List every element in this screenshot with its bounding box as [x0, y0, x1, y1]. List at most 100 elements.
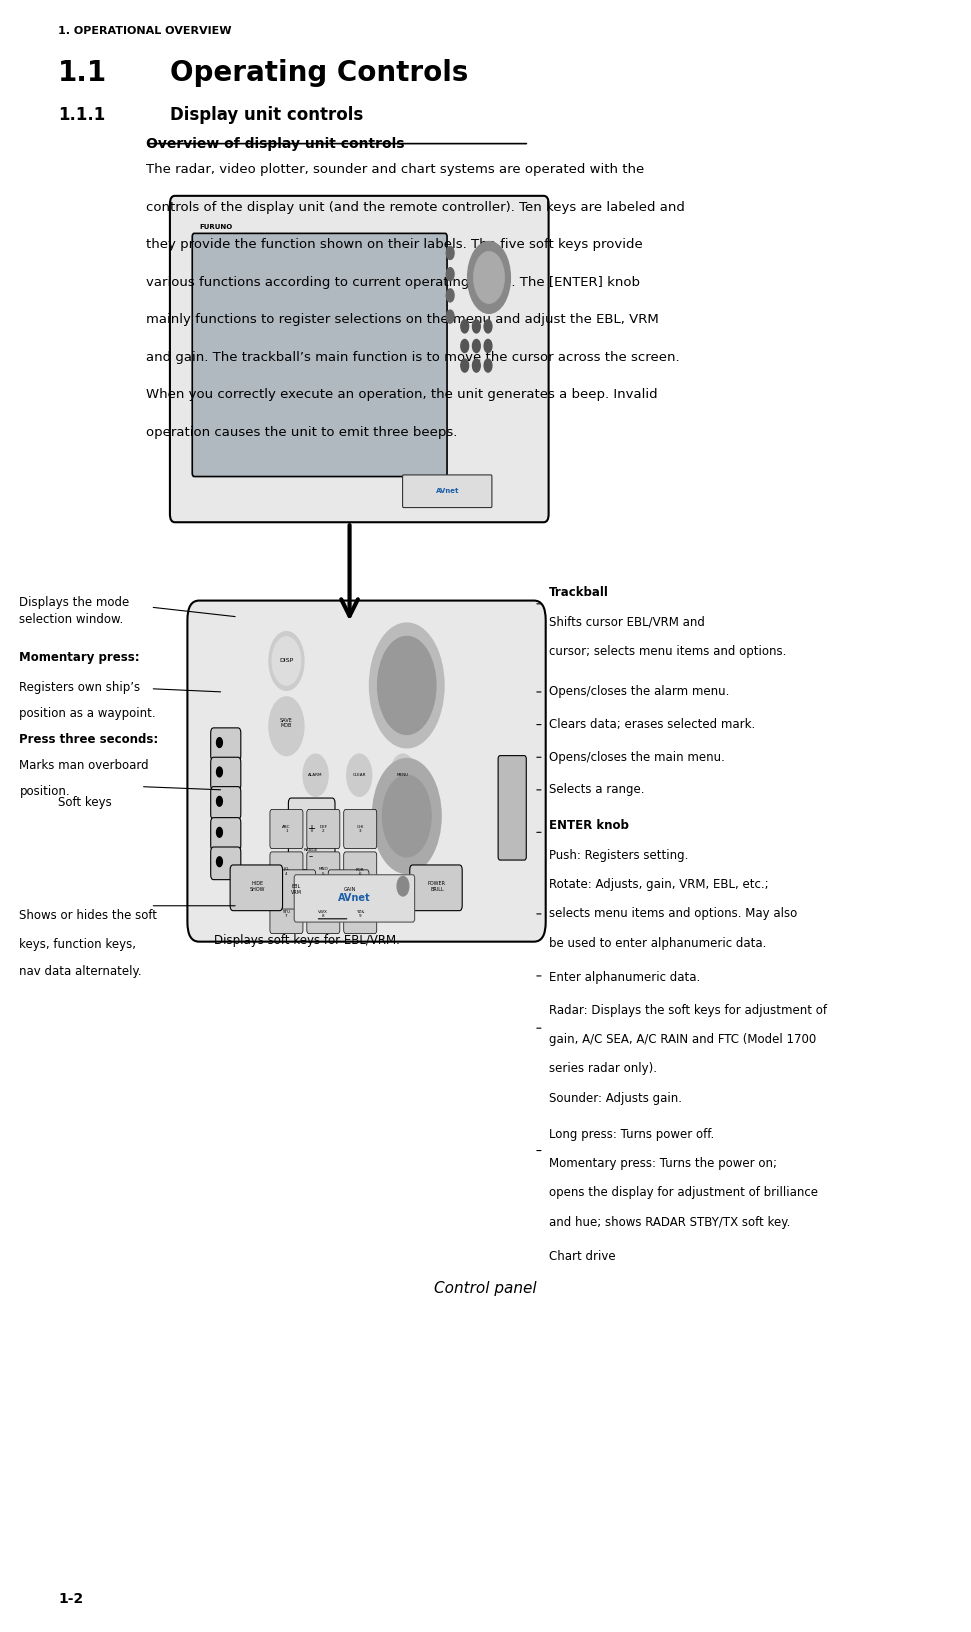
Text: ALARM: ALARM [309, 774, 322, 777]
Circle shape [217, 767, 222, 777]
Text: Displays the mode
selection window.: Displays the mode selection window. [19, 596, 130, 625]
Text: controls of the display unit (and the remote controller). Ten keys are labeled a: controls of the display unit (and the re… [146, 201, 685, 214]
Circle shape [269, 697, 304, 756]
Text: Momentary press:: Momentary press: [19, 651, 140, 664]
Text: Momentary press: Turns the power on;: Momentary press: Turns the power on; [549, 1157, 777, 1170]
Text: AVnet: AVnet [435, 488, 459, 494]
Text: YZ&
9: YZ& 9 [356, 909, 364, 919]
Text: FURUNO: FURUNO [199, 224, 232, 230]
Text: –: – [309, 852, 313, 862]
Text: position as a waypoint.: position as a waypoint. [19, 707, 156, 720]
FancyBboxPatch shape [344, 809, 377, 849]
Circle shape [447, 246, 454, 259]
Text: MNO
5: MNO 5 [318, 867, 328, 876]
Circle shape [485, 339, 492, 353]
Text: GAIN: GAIN [344, 886, 355, 893]
Text: selects menu items and options. May also: selects menu items and options. May also [549, 907, 797, 920]
Circle shape [461, 359, 469, 372]
Circle shape [347, 754, 372, 796]
Circle shape [485, 320, 492, 333]
Text: CLEAR: CLEAR [352, 774, 366, 777]
Circle shape [378, 636, 436, 734]
Circle shape [217, 827, 222, 837]
Text: keys, function keys,: keys, function keys, [19, 938, 136, 951]
FancyBboxPatch shape [211, 847, 241, 880]
Circle shape [217, 738, 222, 747]
Text: Push: Registers setting.: Push: Registers setting. [549, 849, 688, 862]
FancyBboxPatch shape [211, 818, 241, 850]
FancyBboxPatch shape [403, 475, 492, 508]
Circle shape [269, 632, 304, 690]
Text: mainly functions to register selections on the menu and adjust the EBL, VRM: mainly functions to register selections … [146, 313, 658, 326]
FancyBboxPatch shape [344, 894, 377, 934]
Text: The radar, video plotter, sounder and chart systems are operated with the: The radar, video plotter, sounder and ch… [146, 163, 644, 176]
Circle shape [373, 759, 441, 873]
Text: Selects a range.: Selects a range. [549, 783, 644, 796]
Text: Soft keys: Soft keys [58, 796, 112, 809]
FancyBboxPatch shape [270, 894, 303, 934]
Text: GHI
3: GHI 3 [356, 824, 364, 834]
Circle shape [390, 754, 416, 796]
Text: and gain. The trackball’s main function is to move the cursor across the screen.: and gain. The trackball’s main function … [146, 351, 680, 364]
Text: and hue; shows RADAR STBY/TX soft key.: and hue; shows RADAR STBY/TX soft key. [549, 1216, 790, 1229]
Text: Control panel: Control panel [434, 1281, 537, 1296]
FancyBboxPatch shape [170, 196, 549, 522]
Text: 1.1.1: 1.1.1 [58, 106, 106, 124]
Text: Opens/closes the main menu.: Opens/closes the main menu. [549, 751, 724, 764]
Circle shape [461, 320, 469, 333]
Text: JKL
4: JKL 4 [284, 867, 289, 876]
Circle shape [397, 876, 409, 896]
Text: +: + [307, 824, 315, 834]
Text: Sounder: Adjusts gain.: Sounder: Adjusts gain. [549, 1092, 682, 1105]
Text: ABC
1: ABC 1 [283, 824, 290, 834]
Text: Clears data; erases selected mark.: Clears data; erases selected mark. [549, 718, 754, 731]
FancyBboxPatch shape [230, 865, 283, 911]
Circle shape [447, 268, 454, 281]
Text: Displays soft keys for EBL/VRM.: Displays soft keys for EBL/VRM. [214, 934, 399, 947]
FancyBboxPatch shape [410, 865, 462, 911]
Text: POWER
BRILL: POWER BRILL [428, 881, 446, 891]
Text: PQR
6: PQR 6 [356, 867, 364, 876]
Text: Shifts cursor EBL/VRM and: Shifts cursor EBL/VRM and [549, 615, 705, 628]
FancyBboxPatch shape [498, 756, 526, 860]
Text: STU
7: STU 7 [283, 909, 290, 919]
Text: cursor; selects menu items and options.: cursor; selects menu items and options. [549, 645, 786, 658]
FancyBboxPatch shape [328, 870, 369, 909]
Text: position.: position. [19, 785, 70, 798]
FancyBboxPatch shape [307, 809, 340, 849]
Circle shape [461, 339, 469, 353]
Text: When you correctly execute an operation, the unit generates a beep. Invalid: When you correctly execute an operation,… [146, 388, 657, 401]
Text: Registers own ship’s: Registers own ship’s [19, 681, 141, 694]
Text: Trackball: Trackball [549, 586, 609, 599]
Circle shape [485, 359, 492, 372]
Text: opens the display for adjustment of brilliance: opens the display for adjustment of bril… [549, 1186, 818, 1200]
Circle shape [370, 623, 444, 747]
FancyBboxPatch shape [211, 787, 241, 819]
Circle shape [217, 857, 222, 867]
Text: Overview of display unit controls: Overview of display unit controls [146, 137, 404, 152]
Text: AVnet: AVnet [338, 893, 371, 902]
FancyBboxPatch shape [192, 233, 447, 477]
Text: Long press: Turns power off.: Long press: Turns power off. [549, 1128, 714, 1141]
FancyBboxPatch shape [288, 798, 335, 870]
Text: VWX
8: VWX 8 [318, 909, 328, 919]
Text: operation causes the unit to emit three beeps.: operation causes the unit to emit three … [146, 426, 457, 439]
Text: nav data alternately.: nav data alternately. [19, 965, 142, 978]
FancyBboxPatch shape [307, 894, 340, 934]
Circle shape [217, 796, 222, 806]
Circle shape [473, 339, 481, 353]
Circle shape [474, 251, 505, 304]
Text: 1.1: 1.1 [58, 59, 108, 86]
Circle shape [468, 242, 511, 313]
Text: SAVE
MOB: SAVE MOB [280, 718, 293, 728]
Text: Shows or hides the soft: Shows or hides the soft [19, 909, 157, 922]
Circle shape [272, 636, 301, 685]
Text: gain, A/C SEA, A/C RAIN and FTC (Model 1700: gain, A/C SEA, A/C RAIN and FTC (Model 1… [549, 1033, 816, 1046]
Text: HIDE
SHOW: HIDE SHOW [250, 881, 265, 891]
FancyBboxPatch shape [344, 852, 377, 891]
Text: Chart drive: Chart drive [549, 1250, 616, 1263]
Circle shape [303, 754, 328, 796]
Text: be used to enter alphanumeric data.: be used to enter alphanumeric data. [549, 937, 766, 950]
FancyBboxPatch shape [294, 875, 415, 922]
Text: Opens/closes the alarm menu.: Opens/closes the alarm menu. [549, 685, 729, 698]
